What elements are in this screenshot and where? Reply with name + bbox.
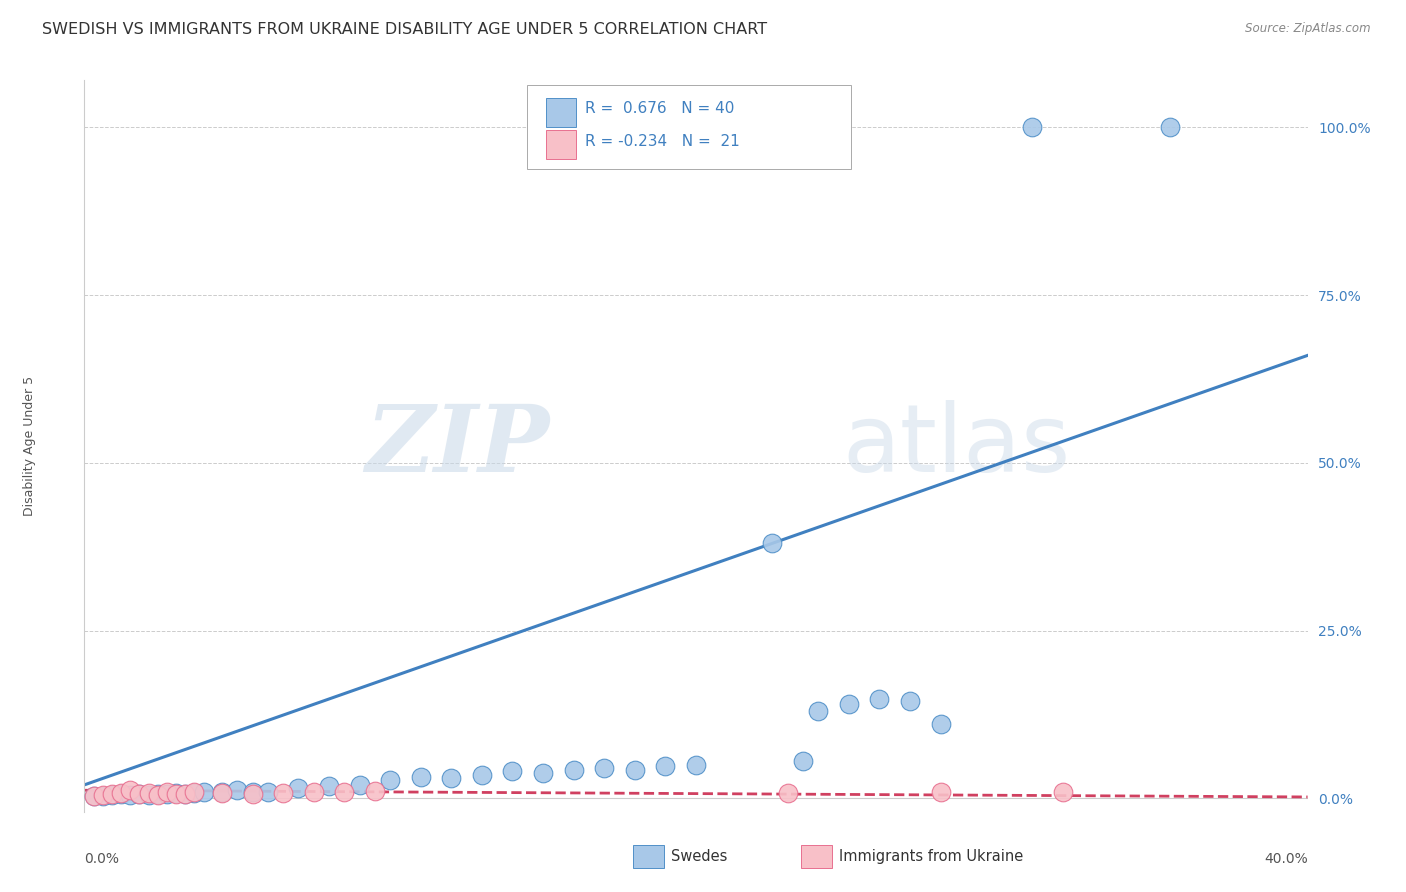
Point — [165, 787, 187, 801]
Point — [761, 536, 783, 550]
Point — [120, 783, 142, 797]
Point — [531, 765, 554, 780]
Text: Disability Age Under 5: Disability Age Under 5 — [22, 376, 35, 516]
Point — [193, 785, 215, 799]
Point — [156, 784, 179, 798]
Point — [1159, 120, 1181, 135]
Point — [174, 787, 197, 801]
Point — [242, 784, 264, 798]
Point — [624, 763, 647, 777]
Point — [138, 788, 160, 802]
Point — [807, 704, 830, 718]
Point — [1021, 120, 1043, 135]
Point — [242, 787, 264, 801]
Text: R =  0.676   N = 40: R = 0.676 N = 40 — [585, 102, 734, 116]
Point — [110, 787, 132, 801]
Point — [838, 698, 860, 712]
Point — [146, 787, 169, 801]
Point — [333, 784, 356, 798]
Point — [165, 786, 187, 800]
Point — [91, 789, 114, 803]
Point — [1052, 784, 1074, 798]
Point — [271, 786, 294, 800]
Text: Immigrants from Ukraine: Immigrants from Ukraine — [839, 849, 1024, 863]
Point — [91, 788, 114, 802]
Point — [929, 785, 952, 799]
Point — [174, 787, 197, 801]
Point — [380, 772, 402, 787]
Text: Swedes: Swedes — [671, 849, 727, 863]
Point — [226, 783, 249, 797]
Point — [869, 692, 891, 706]
Point — [792, 755, 814, 769]
Point — [502, 764, 524, 779]
Point — [654, 759, 676, 773]
Point — [183, 785, 205, 799]
Point — [593, 761, 616, 775]
Point — [440, 771, 463, 785]
Text: 40.0%: 40.0% — [1264, 852, 1308, 866]
Point — [471, 768, 494, 782]
Point — [120, 788, 142, 802]
Point — [156, 787, 179, 801]
Point — [287, 781, 309, 796]
Point — [776, 786, 799, 800]
Point — [128, 787, 150, 801]
Point — [562, 763, 585, 777]
Point — [302, 785, 325, 799]
Point — [409, 770, 432, 784]
Point — [257, 785, 280, 799]
Point — [101, 788, 124, 802]
Point — [128, 787, 150, 801]
Text: ZIP: ZIP — [366, 401, 550, 491]
Text: Source: ZipAtlas.com: Source: ZipAtlas.com — [1246, 22, 1371, 36]
Text: atlas: atlas — [842, 400, 1071, 492]
Point — [211, 786, 233, 800]
Point — [929, 717, 952, 731]
Point — [211, 784, 233, 798]
Text: 0.0%: 0.0% — [84, 852, 120, 866]
Point — [183, 786, 205, 800]
Point — [83, 789, 105, 804]
Point — [898, 694, 921, 708]
Point — [83, 789, 105, 803]
Text: R = -0.234   N =  21: R = -0.234 N = 21 — [585, 135, 740, 149]
Point — [138, 786, 160, 800]
Point — [110, 786, 132, 800]
Point — [318, 779, 340, 793]
Point — [146, 788, 169, 802]
Point — [101, 787, 124, 801]
Point — [364, 784, 387, 798]
Text: SWEDISH VS IMMIGRANTS FROM UKRAINE DISABILITY AGE UNDER 5 CORRELATION CHART: SWEDISH VS IMMIGRANTS FROM UKRAINE DISAB… — [42, 22, 768, 37]
Point — [685, 757, 707, 772]
Point — [349, 778, 371, 792]
